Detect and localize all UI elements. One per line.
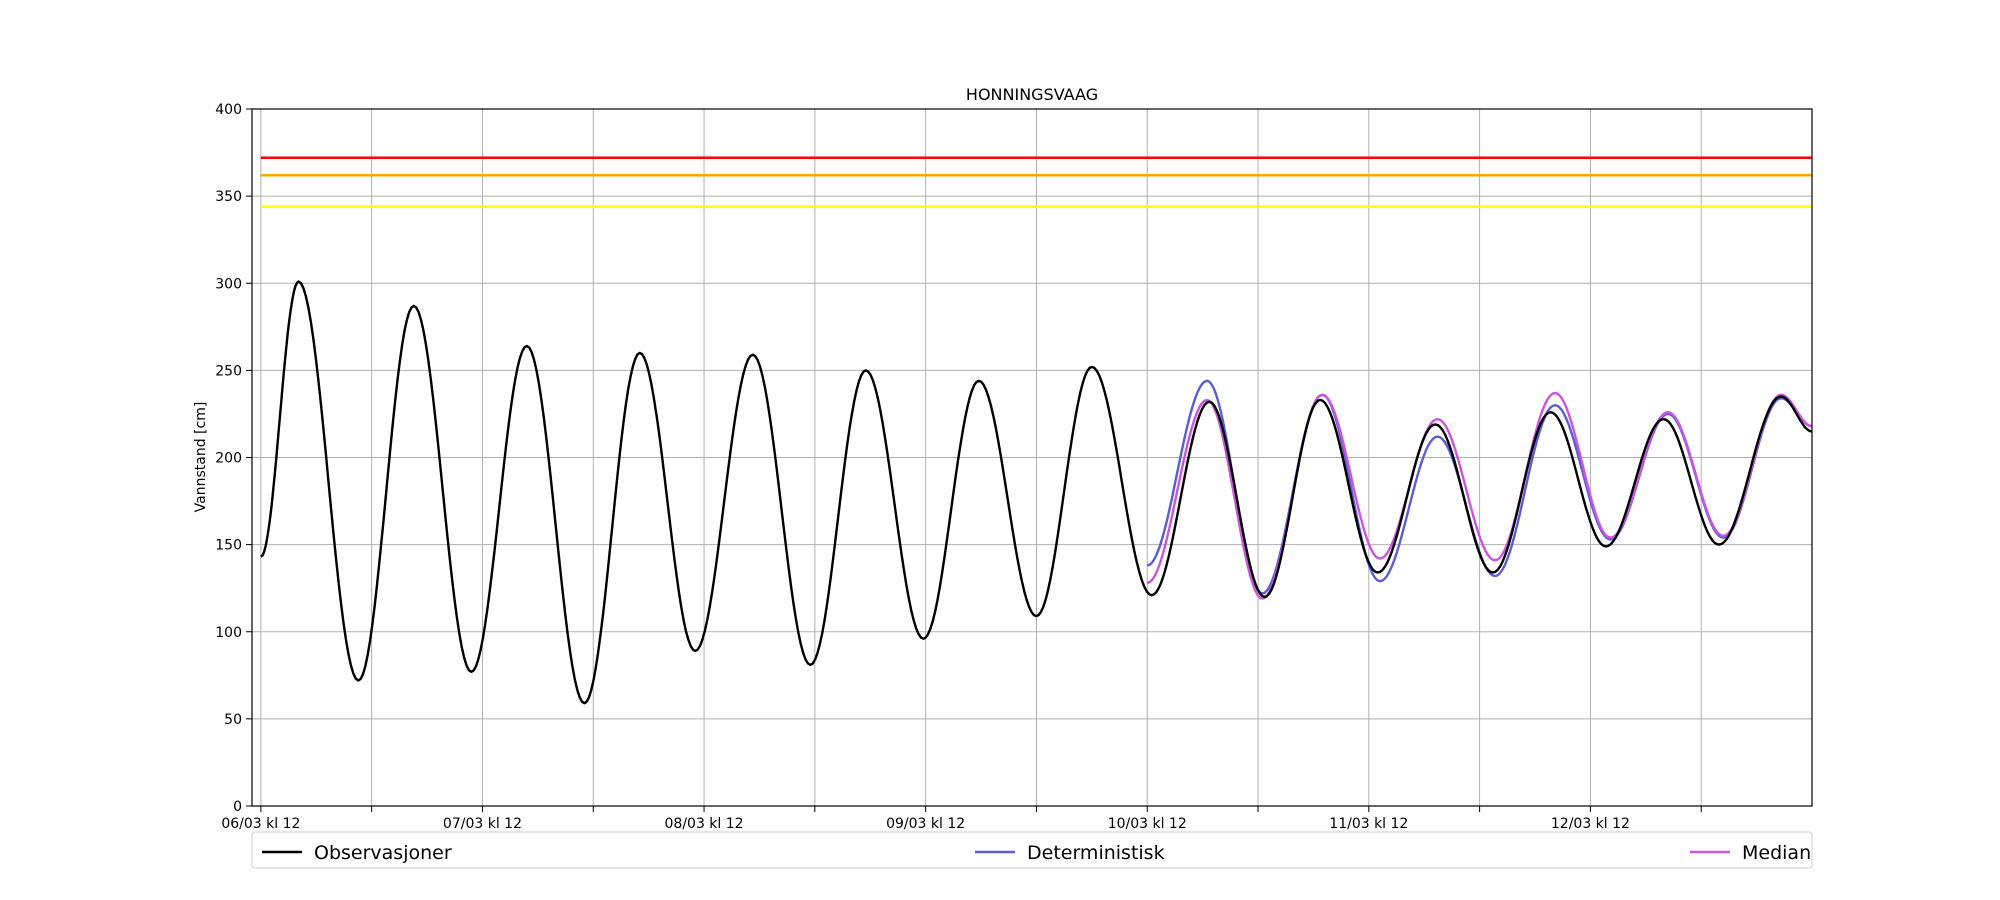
y-tick-label: 100 [215, 625, 242, 641]
y-tick-label: 400 [215, 102, 242, 118]
legend-label: Observasjoner [314, 842, 452, 864]
x-tick-label: 11/03 kl 12 [1329, 816, 1408, 832]
x-axis: 06/03 kl 12 07/03 kl 12 08/03 kl 12 09/03 k… [221, 806, 1702, 832]
y-axis: 0 50 100 150 200 250 300 350 400 [215, 102, 252, 815]
legend-box [251, 831, 1813, 869]
legend-label: Deterministisk [1027, 842, 1165, 864]
y-tick-label: 350 [215, 189, 242, 205]
y-tick-label: 0 [233, 799, 242, 815]
x-tick-label: 09/03 kl 12 [886, 816, 965, 832]
x-tick-label: 07/03 kl 12 [443, 816, 522, 832]
y-tick-label: 300 [215, 276, 242, 292]
series-line-observasjoner [260, 280, 1813, 705]
x-tick-label: 08/03 kl 12 [665, 816, 744, 832]
threshold-lines [260, 156, 1812, 208]
y-tick-label: 250 [215, 363, 242, 379]
chart-title: HONNINGSVAAG [966, 85, 1098, 104]
y-tick-label: 50 [224, 712, 242, 728]
series-line-deterministisk [1146, 379, 1813, 595]
series-line-median [1146, 391, 1813, 600]
y-axis-label: Vannstand [cm] [193, 402, 209, 513]
y-tick-label: 200 [215, 451, 242, 467]
x-tick-label: 10/03 kl 12 [1108, 816, 1187, 832]
x-tick-label: 06/03 kl 12 [221, 816, 300, 832]
legend-label: Median [1742, 842, 1811, 864]
legend: Observasjoner Deterministisk Median [251, 831, 1813, 869]
x-tick-label: 12/03 kl 12 [1551, 816, 1630, 832]
y-tick-label: 150 [215, 538, 242, 554]
series-lines [260, 280, 1813, 705]
